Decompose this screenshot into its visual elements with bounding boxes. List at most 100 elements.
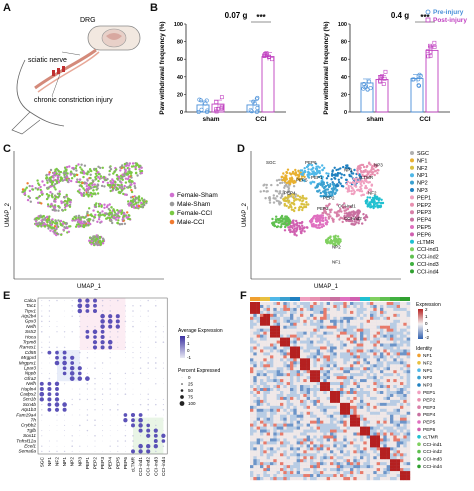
f-heatmap-cell — [380, 340, 384, 344]
f-heatmap-cell — [400, 402, 404, 407]
e-dot — [94, 398, 96, 401]
f-heatmap-cell — [333, 420, 337, 424]
f-heatmap-cell — [303, 420, 307, 424]
f-heatmap-cell — [323, 352, 327, 356]
c-umap-point — [65, 204, 69, 207]
c-umap-point — [138, 168, 141, 171]
d-legend-marker-7 — [410, 202, 414, 207]
f-heatmap-cell — [283, 302, 287, 306]
e-dot — [115, 319, 120, 324]
f-heatmap-cell — [403, 319, 407, 323]
f-heatmap-cell — [313, 346, 317, 350]
f-heatmap-cell — [356, 393, 361, 398]
f-identity-bar-segment — [390, 297, 400, 301]
e-dot — [94, 451, 96, 452]
f-heatmap-cell — [323, 304, 327, 309]
c-umap-point — [137, 204, 141, 208]
c-umap-point — [127, 214, 130, 217]
d-umap-point — [340, 176, 343, 179]
d-cluster-label-3: PEP5 — [296, 178, 308, 183]
f-heatmap-cell — [393, 307, 397, 312]
f-heatmap-cell — [306, 367, 311, 371]
f-heatmap-cell — [340, 385, 344, 389]
c-umap-point — [106, 181, 110, 185]
f-heatmap-cell — [310, 334, 314, 338]
c-umap-point — [75, 215, 78, 218]
f-identity-bar-segment — [330, 297, 340, 301]
f-heatmap-cell — [353, 429, 357, 433]
f-heatmap-cell — [273, 393, 277, 398]
f-heatmap-cell — [266, 316, 271, 320]
e-dot — [64, 383, 66, 385]
f-heatmap-cell — [376, 340, 381, 344]
c-umap-point — [143, 198, 146, 201]
d-umap-point — [321, 168, 324, 172]
f-heatmap-cell — [400, 334, 404, 338]
f-heatmap-cell — [276, 376, 281, 380]
e-dot — [49, 430, 50, 431]
f-heatmap-cell — [370, 382, 374, 386]
d-legend-label-0: SGC — [417, 151, 429, 157]
d-legend-marker-1 — [410, 158, 414, 163]
f-heatmap-cell — [313, 426, 317, 430]
f-heatmap-cell — [293, 328, 297, 332]
d-umap-point — [358, 180, 361, 183]
d-legend-label-13: CCI-ind1 — [417, 247, 439, 253]
f-heatmap-cell — [403, 328, 407, 332]
e-dot — [71, 425, 73, 426]
f-heatmap-cell — [293, 388, 297, 392]
f-heatmap-cell — [393, 370, 397, 374]
d-umap-point — [303, 167, 306, 170]
f-heatmap-cell — [390, 399, 394, 404]
f-heatmap-cell — [260, 391, 264, 395]
c-legend-marker-3 — [169, 219, 175, 225]
c-umap-point — [78, 188, 81, 191]
f-heatmap-cell — [276, 325, 281, 329]
f-heatmap-cell — [346, 414, 351, 418]
f-heatmap-cell — [310, 337, 314, 341]
d-umap-point — [275, 195, 279, 198]
e-dot — [86, 398, 89, 401]
f-heatmap-cell — [386, 358, 391, 362]
f-heatmap-cell — [373, 313, 377, 318]
f-heatmap-cell — [256, 346, 261, 350]
d-umap-point — [301, 178, 304, 182]
b-legend-label-0: Pre-injury — [433, 9, 464, 16]
c-umap-point — [45, 218, 48, 222]
f-heatmap-cell — [396, 334, 401, 338]
f-heatmap-cell — [370, 376, 374, 380]
c-umap-point — [87, 183, 91, 187]
drg-illustration — [87, 25, 141, 51]
f-heatmap-cell — [406, 343, 411, 347]
c-umap-point — [131, 180, 134, 183]
e-dot — [47, 402, 52, 407]
f-heatmap-cell — [260, 420, 264, 424]
f-heatmap-cell — [346, 396, 351, 401]
f-heatmap-cell — [306, 408, 311, 412]
e-dot — [63, 346, 66, 349]
f-heatmap-cell — [283, 340, 287, 344]
f-heatmap-cell — [380, 337, 384, 341]
f-heatmap-cell — [266, 340, 271, 344]
f-heatmap-cell — [256, 399, 261, 404]
f-heatmap-cell — [406, 361, 411, 365]
e-dot — [147, 357, 149, 359]
f-heatmap-cell — [273, 417, 277, 421]
c-umap-point — [115, 186, 118, 189]
f-heatmap-cell — [293, 364, 297, 368]
c-umap-point — [90, 213, 93, 216]
f-heatmap-cell — [330, 399, 334, 404]
f-heatmap-cell — [350, 352, 354, 356]
f-heatmap-cell — [373, 334, 377, 338]
d-umap-point — [262, 189, 266, 193]
e-dot — [132, 315, 134, 317]
f-heatmap-cell — [300, 310, 304, 315]
f-heatmap-cell — [360, 382, 364, 386]
d-umap-point — [332, 186, 335, 189]
d-umap-point — [306, 165, 310, 168]
f-heatmap-cell — [270, 411, 274, 415]
c-umap-point — [137, 201, 140, 204]
f-heatmap-cell — [283, 388, 287, 392]
f-heatmap-cell — [333, 382, 337, 386]
f-heatmap-cell — [396, 399, 401, 404]
